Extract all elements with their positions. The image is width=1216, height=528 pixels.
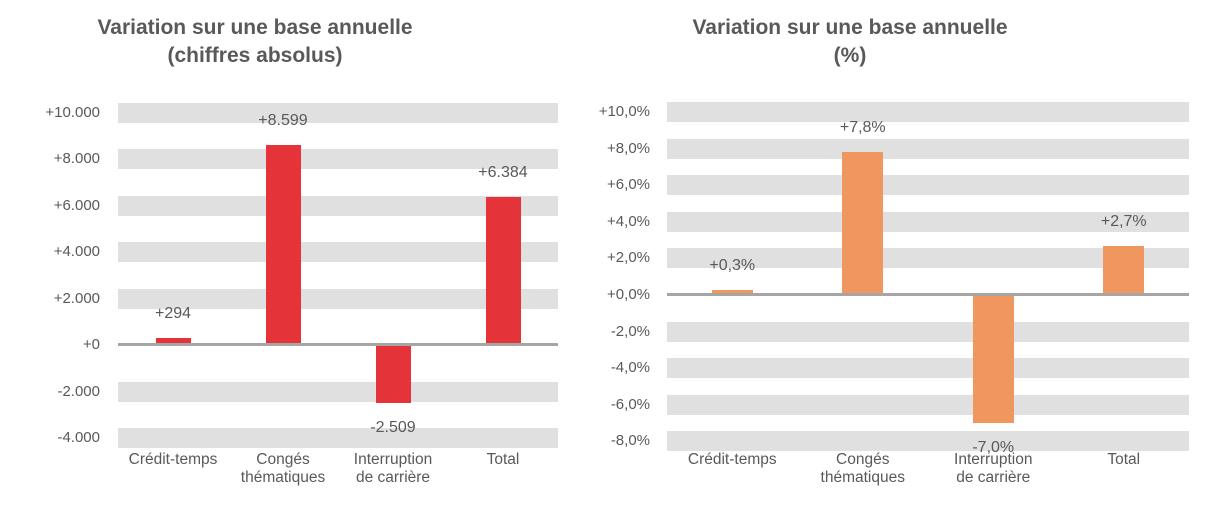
bar bbox=[265, 145, 301, 345]
gridline-band bbox=[118, 428, 558, 448]
bar-value-label: +2,7% bbox=[1100, 212, 1147, 230]
y-tick-label: +0 bbox=[82, 336, 100, 353]
y-tick-label: -4,0% bbox=[610, 359, 650, 377]
chart-title-absolute: Variation sur une base annuelle (chiffre… bbox=[0, 14, 555, 70]
bar-value-label: +6.384 bbox=[478, 163, 528, 181]
category-label: Interruption de carrière bbox=[353, 451, 433, 486]
bar bbox=[375, 345, 411, 404]
gridline-band bbox=[667, 211, 1189, 232]
bar bbox=[972, 295, 1014, 424]
bar-value-label: +8.599 bbox=[258, 112, 308, 130]
y-tick-label: +2,0% bbox=[607, 249, 650, 267]
gridline-band bbox=[667, 175, 1189, 196]
gridline-band bbox=[667, 431, 1189, 452]
y-tick-label: +0,0% bbox=[607, 286, 650, 303]
y-tick-label: +6.000 bbox=[53, 196, 100, 214]
y-tick-label: -2,0% bbox=[610, 322, 650, 340]
gridline-band bbox=[667, 138, 1189, 159]
y-tick-label: +6,0% bbox=[607, 176, 650, 194]
bar bbox=[1103, 245, 1145, 295]
category-label: Congés thématiques bbox=[240, 451, 326, 486]
y-tick-label: +4,0% bbox=[607, 212, 650, 230]
y-tick-label: +8.000 bbox=[53, 150, 100, 167]
bar-value-label: +7,8% bbox=[839, 119, 886, 137]
gridline-band bbox=[118, 195, 558, 216]
gridline-band bbox=[667, 248, 1189, 269]
category-label: Total bbox=[486, 451, 520, 468]
zero-axis-line bbox=[667, 293, 1189, 296]
bar-value-label: +0,3% bbox=[709, 256, 756, 274]
zero-axis-line bbox=[118, 343, 558, 346]
gridline-band bbox=[118, 288, 558, 309]
y-tick-label: +10,0% bbox=[598, 103, 650, 120]
y-tick-label: -2.000 bbox=[57, 382, 100, 400]
gridline-band bbox=[118, 102, 558, 123]
y-tick-label: -8,0% bbox=[610, 432, 650, 450]
bar bbox=[485, 196, 521, 345]
bar bbox=[155, 338, 191, 345]
chart-title-line2: (%) bbox=[833, 44, 867, 67]
y-tick-label: -4.000 bbox=[57, 429, 100, 446]
category-label: Congés thématiques bbox=[820, 451, 905, 486]
category-label: Crédit-temps bbox=[687, 451, 777, 468]
chart-title-line2: (chiffres absolus) bbox=[167, 44, 343, 67]
gridline-band bbox=[118, 381, 558, 402]
gridline-band bbox=[667, 321, 1189, 342]
gridline-band bbox=[667, 394, 1189, 415]
bar-value-label: -2.509 bbox=[370, 419, 416, 437]
bar-value-label: -7,0% bbox=[972, 439, 1015, 457]
chart-title-percent: Variation sur une base annuelle (%) bbox=[550, 14, 1150, 70]
bar-value-label: +294 bbox=[154, 305, 192, 323]
y-tick-label: -6,0% bbox=[610, 395, 650, 413]
chart-title-line1: Variation sur une base annuelle bbox=[692, 16, 1008, 39]
category-label: Total bbox=[1107, 451, 1141, 468]
bar bbox=[711, 289, 753, 295]
category-label: Interruption de carrière bbox=[954, 451, 1033, 486]
gridline-band bbox=[667, 358, 1189, 379]
gridline-band bbox=[118, 242, 558, 262]
chart-title-line1: Variation sur une base annuelle bbox=[97, 16, 413, 39]
y-tick-label: +8,0% bbox=[607, 139, 650, 157]
y-tick-label: +2.000 bbox=[53, 289, 100, 307]
category-label: Crédit-temps bbox=[128, 451, 218, 468]
y-tick-label: +4.000 bbox=[53, 243, 100, 260]
gridline-band bbox=[118, 149, 558, 169]
gridline-band bbox=[667, 102, 1189, 122]
bar bbox=[842, 152, 884, 295]
y-tick-label: +10.000 bbox=[45, 103, 100, 121]
